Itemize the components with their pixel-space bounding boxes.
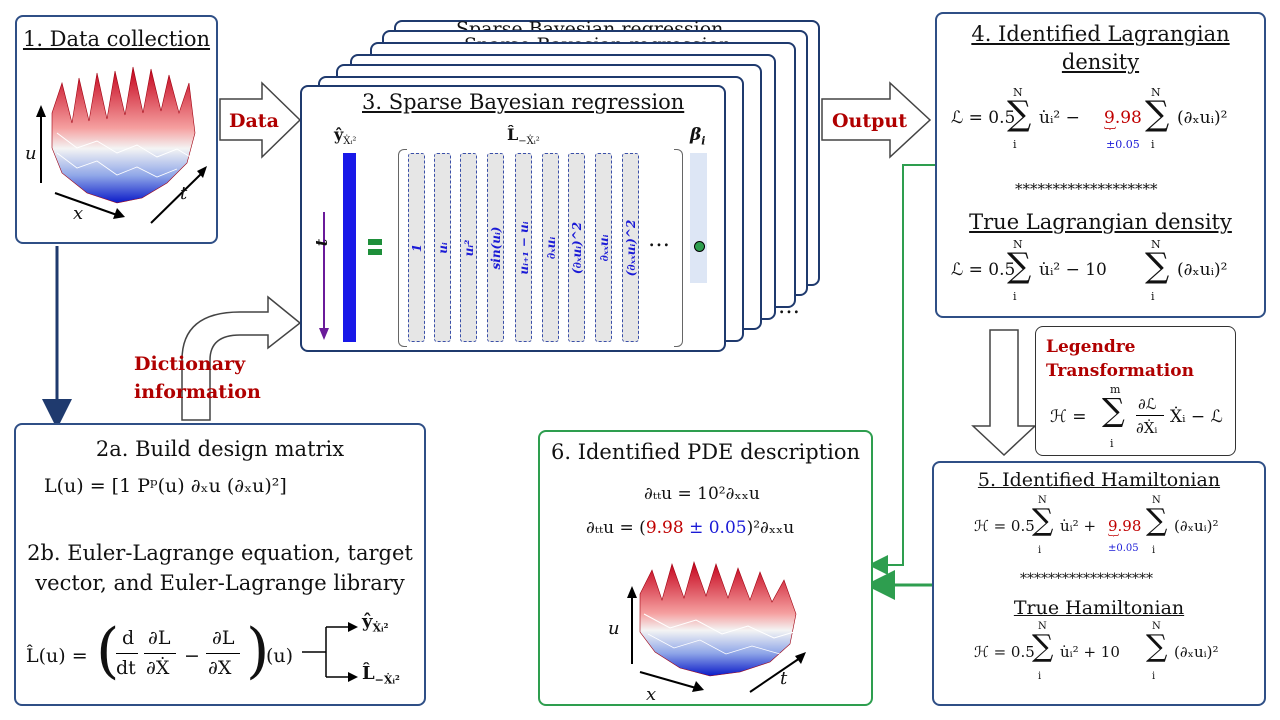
lagrangian-box: 4. Identified Lagrangian density ℒ = 0.5… (935, 12, 1266, 318)
coefficient-uncertainty: ±0.05 (1106, 138, 1140, 151)
pde-surface-plot (627, 561, 806, 693)
identified-coefficient: 9.98 (1104, 108, 1142, 128)
library-ellipsis: … (648, 227, 670, 252)
split-arrows (302, 622, 358, 682)
true-hamiltonian-title: True Hamiltonian (1013, 597, 1185, 619)
euler-lagrange-title-line2: vector, and Euler-Lagrange library (35, 571, 405, 595)
data-block-arrow (219, 81, 302, 159)
data-arrow-label: Data (229, 110, 279, 132)
pde-coefficient: 9.98 (645, 518, 684, 538)
hamiltonian-uncertainty: ±0.05 (1108, 543, 1139, 554)
regression-title: 3. Sparse Bayesian regression (362, 90, 685, 114)
identified-hamiltonian-equation: ℋ = 0.5 N ∑ i u̇ᵢ² + 9.98 ︸ ±0.05 N ∑ i … (974, 495, 1219, 556)
time-axis (319, 212, 329, 340)
time-axis-label: t (312, 238, 332, 247)
target-vector-label: ŷẊᵢ² (334, 125, 357, 148)
legendre-equation: ℋ = m ∑ i ∂ℒ ∂Ẋᵢ Ẋᵢ − ℒ (1050, 383, 1223, 450)
legendre-box: Legendre Transformation ℋ = m ∑ i ∂ℒ ∂Ẋᵢ… (1035, 326, 1236, 456)
dictionary-arrow-label: Dictionary information (134, 353, 261, 403)
design-matrix-box: 2a. Build design matrix L(u) = [1 Pᵖ(u) … (14, 423, 426, 706)
library-column: ∂ₓₓuᵢ (595, 153, 612, 342)
sum-symbol: ∑ (1007, 94, 1032, 134)
hamiltonian-box: 5. Identified Hamiltonian ℋ = 0.5 N ∑ i … (932, 461, 1266, 706)
dictionary-curved-arrow (181, 295, 302, 421)
beta-nonzero-marker (694, 241, 705, 252)
true-lagrangian-title: True Lagrangian density (969, 210, 1232, 234)
axis-t-label: t (180, 183, 188, 204)
green-connector-4-to-6 (868, 164, 935, 575)
lagrangian-title-line1: 4. Identified Lagrangian (971, 22, 1230, 46)
library-output: L̂−Ẋᵢ² (362, 663, 400, 687)
library-column: uᵢ² (460, 153, 477, 342)
legendre-block-arrow (971, 329, 1037, 457)
target-vector-output: ŷẊᵢ² (362, 611, 389, 635)
hamiltonian-coefficient: 9.98 (1108, 517, 1142, 535)
regression-box: 3. Sparse Bayesian regression ŷẊᵢ² t L̂−… (300, 85, 726, 352)
library-column: uᵢ (434, 153, 451, 342)
wave-surface-plot (36, 66, 207, 224)
data-collection-box: 1. Data collection u x t (15, 15, 218, 244)
pde-box: 6. Identified PDE description ∂ₜₜu = 10²… (538, 430, 873, 706)
euler-lagrange-equation: L̂(u) = ( d dt ∂L ∂Ẋ − ∂L ∂X ) (u) (26, 616, 294, 686)
library-column: sin(uᵢ) (487, 153, 504, 342)
beta-column (690, 153, 707, 283)
lagrangian-title-line2: density (1061, 50, 1140, 74)
design-matrix-title: 2a. Build design matrix (95, 437, 345, 461)
design-matrix-equation: L(u) = [1 Pᵖ(u) ∂ₓu (∂ₓu)²] (44, 475, 287, 497)
target-vector-bar (343, 153, 356, 342)
library-column: (∂ₓuᵢ)^2 (568, 153, 585, 342)
true-hamiltonian-equation: ℋ = 0.5 N ∑ i u̇ᵢ² + 10 N ∑ i (∂ₓuᵢ)² (974, 621, 1219, 682)
pde-axis-t-label: t (780, 668, 788, 689)
library-column: uᵢ₊₁ − uᵢ (515, 153, 532, 342)
axis-u-label: u (25, 143, 37, 164)
pde-identified-equation: ∂ₜₜu = (9.98 ± 0.05)²∂ₓₓu (586, 518, 795, 538)
beta-label: βi (690, 125, 706, 148)
legendre-title-line1: Legendre (1046, 337, 1136, 357)
library-column: 1 (408, 153, 425, 342)
euler-lagrange-title-line1: 2b. Euler-Lagrange equation, target (27, 541, 413, 565)
hamiltonian-separator-stars: ******************* (1020, 571, 1153, 587)
data-collection-title: 1. Data collection (22, 27, 211, 51)
output-block-arrow (821, 81, 932, 159)
hamiltonian-title: 5. Identified Hamiltonian (977, 469, 1221, 491)
library-column: (∂ₓₓuᵢ)^2 (622, 153, 639, 342)
pde-true-equation: ∂ₜₜu = 10²∂ₓₓu (644, 484, 760, 504)
pde-axis-x-label: x (646, 684, 657, 705)
library-column: ∂ₓuᵢ (542, 153, 559, 342)
axis-x-label: x (73, 203, 84, 224)
pde-title: 6. Identified PDE description (550, 440, 860, 464)
pde-axis-u-label: u (608, 618, 620, 639)
library-left-bracket (398, 149, 407, 347)
legendre-title-line2: Transformation (1046, 361, 1194, 381)
stack-card-5-title: Sparse Bayesian regression (456, 18, 724, 32)
pde-uncertainty: ± 0.05 (683, 518, 747, 538)
identified-lagrangian-equation: ℒ = 0.5 N ∑ i u̇ᵢ² − 9.98 ︸ ±0.05 N ∑ i … (951, 86, 1228, 151)
library-label: L̂−Ẋᵢ² (507, 125, 540, 148)
true-lagrangian-equation: ℒ = 0.5 N ∑ i u̇ᵢ² − 10 N ∑ i (∂ₓuᵢ)² (951, 238, 1228, 303)
library-right-bracket (674, 149, 683, 347)
equals-sign (368, 239, 382, 255)
output-arrow-label: Output (832, 110, 908, 132)
separator-stars: ******************* (1015, 180, 1158, 198)
